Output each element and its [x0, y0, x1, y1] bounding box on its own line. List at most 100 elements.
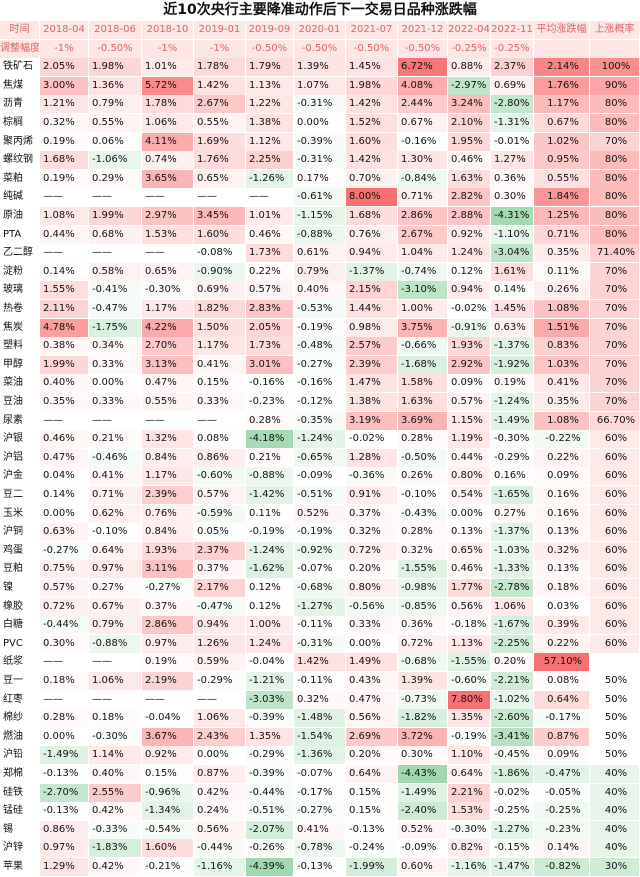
header-col-1: 2018-04 [40, 21, 89, 40]
table-cell: -0.21% [142, 858, 194, 877]
table-cell: 0.24% [194, 802, 246, 822]
table-cell: -0.17% [294, 783, 346, 803]
table-cell: 0.65% [194, 169, 246, 189]
table-cell: 0.00% [40, 504, 89, 524]
row-name: 豆油 [0, 393, 40, 412]
table-cell: 1.63% [398, 393, 448, 412]
table-cell: -0.44% [194, 839, 246, 859]
table-cell: 1.52% [346, 114, 398, 133]
table-cell: 1.24% [448, 244, 491, 264]
header-adjust-1: -1% [40, 39, 89, 59]
row-name: 铁矿石 [0, 58, 40, 78]
table-cell: 1.14% [89, 746, 142, 766]
table-cell: 0.30% [398, 746, 448, 766]
table-cell: 60% [590, 597, 640, 617]
table-cell: 1.30% [398, 151, 448, 171]
row-name: 锡 [0, 820, 40, 840]
table-cell: 0.14% [40, 486, 89, 505]
table-cell: 0.41% [89, 467, 142, 487]
table-cell: —— [89, 690, 142, 710]
table-cell: -1.67% [491, 616, 534, 636]
table-cell: 0.19% [40, 132, 89, 152]
table-cell: 0.83% [534, 337, 590, 357]
table-cell: 0.84% [142, 448, 194, 468]
table-cell: -0.56% [346, 597, 398, 617]
table-cell: 0.34% [89, 337, 142, 357]
table-cell: 0.41% [534, 374, 590, 394]
header-adjust-2: -0.50% [89, 39, 142, 59]
table-cell: 0.57% [40, 579, 89, 598]
table-cell: 0.40% [40, 374, 89, 394]
table-cell: 0.67% [398, 114, 448, 133]
row-name: 沪金 [0, 467, 40, 487]
table-cell: -0.88% [246, 467, 294, 487]
table-cell: 0.64% [448, 765, 491, 784]
table-cell: -3.41% [491, 727, 534, 747]
data-table: 时间 2018-04 2018-06 2018-10 2019-01 2019-09 202… [0, 21, 640, 877]
table-cell: 0.15% [194, 374, 246, 394]
table-cell: 0.56% [346, 709, 398, 729]
table-cell: 2.69% [346, 727, 398, 747]
table-cell: 1.00% [398, 300, 448, 319]
table-cell: -0.66% [398, 337, 448, 357]
table-cell: 0.72% [398, 634, 448, 654]
table-cell: 1.58% [398, 374, 448, 394]
table-cell: 2.83% [246, 300, 294, 319]
table-cell: 3.75% [398, 318, 448, 338]
row-name: 菜粕 [0, 169, 40, 189]
table-cell: -1.68% [398, 355, 448, 375]
table-cell: 0.47% [346, 690, 398, 710]
table-cell: 1.01% [142, 58, 194, 78]
table-cell: 0.97% [142, 634, 194, 654]
row-name: 红枣 [0, 690, 40, 710]
table-cell: -3.03% [246, 690, 294, 710]
table-cell: -0.30% [89, 727, 142, 747]
table-cell: -0.88% [89, 634, 142, 654]
table-cell: -2.40% [398, 802, 448, 822]
table-cell: -2.25% [491, 634, 534, 654]
header-adjust-12 [590, 39, 640, 59]
table-cell: 0.69% [194, 281, 246, 301]
table-cell: 2.43% [194, 727, 246, 747]
row-name: 镍 [0, 579, 40, 598]
table-cell: 0.11% [534, 262, 590, 282]
row-name: 鸡蛋 [0, 541, 40, 561]
table-cell: —— [40, 690, 89, 710]
table-cell: 0.56% [194, 820, 246, 840]
table-cell: 0.00% [346, 634, 398, 654]
table-cell: 0.15% [142, 765, 194, 784]
row-name: 热卷 [0, 300, 40, 319]
table-cell: -1.99% [346, 858, 398, 877]
table-cell: 1.26% [194, 634, 246, 654]
table-cell: 2.86% [398, 207, 448, 226]
table-cell: 0.28% [246, 411, 294, 431]
table-cell: 0.08% [194, 430, 246, 450]
table-cell: 0.33% [194, 393, 246, 412]
table-cell: —— [142, 244, 194, 264]
table-cell: 2.39% [346, 355, 398, 375]
table-cell: -0.91% [448, 318, 491, 338]
table-cell: 0.71% [89, 486, 142, 505]
table-cell: 1.78% [142, 95, 194, 115]
table-cell: -0.11% [294, 672, 346, 691]
table-cell: 1.38% [246, 114, 294, 133]
table-cell: 0.32% [294, 690, 346, 710]
table-cell: 0.36% [491, 169, 534, 189]
row-name: 豆一 [0, 672, 40, 691]
table-cell: 1.19% [448, 430, 491, 450]
table-cell: 0.94% [448, 281, 491, 301]
table-cell: 0.44% [40, 225, 89, 245]
table-cell: 1.99% [40, 355, 89, 375]
table-cell: 4.08% [398, 76, 448, 96]
table-cell: -1.49% [40, 746, 89, 766]
table-cell: 1.60% [346, 132, 398, 152]
table-cell: 2.67% [194, 95, 246, 115]
table-cell: 70% [590, 281, 640, 301]
table-cell: 80% [590, 207, 640, 226]
table-cell: 0.33% [89, 355, 142, 375]
row-name: 郑棉 [0, 765, 40, 784]
table-cell: 0.00% [89, 374, 142, 394]
table-cell: 0.46% [448, 151, 491, 171]
table-cell: 40% [590, 765, 640, 784]
table-cell: -0.16% [398, 132, 448, 152]
